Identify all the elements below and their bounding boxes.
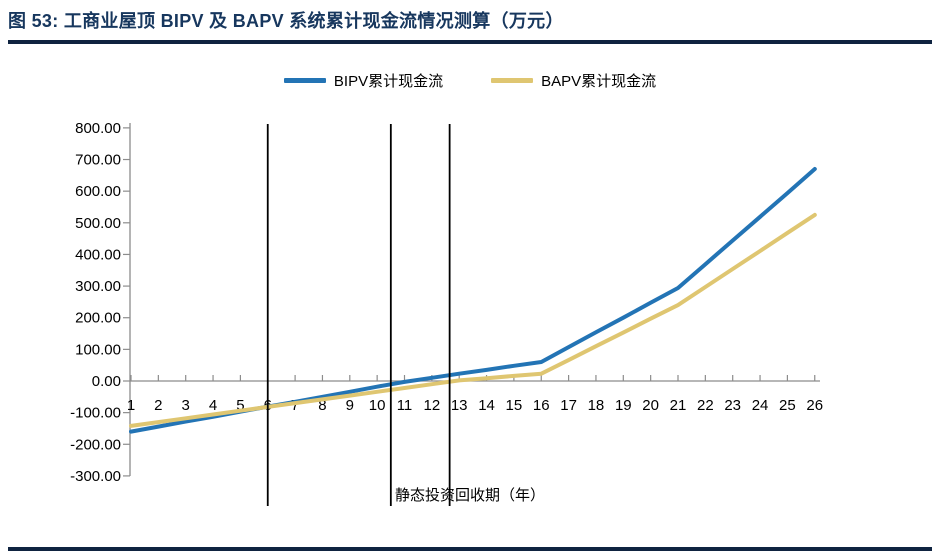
svg-text:22: 22: [697, 397, 714, 414]
svg-text:0.00: 0.00: [92, 373, 121, 390]
svg-text:23: 23: [724, 397, 741, 414]
series-bipv: [129, 167, 817, 434]
svg-text:18: 18: [588, 397, 605, 414]
chart-legend: BIPV累计现金流 BAPV累计现金流: [0, 70, 940, 91]
figure-title: 图 53: 工商业屋顶 BIPV 及 BAPV 系统累计现金流情况测算（万元）: [8, 11, 564, 31]
svg-text:24: 24: [752, 397, 769, 414]
payback-period-markers: [266, 124, 451, 506]
legend-label-bipv: BIPV累计现金流: [333, 73, 444, 90]
x-axis: 1234567891011121314151617181920212223242…: [127, 375, 823, 414]
legend-label-bapv: BAPV累计现金流: [541, 73, 657, 90]
bottom-rule: [8, 547, 932, 551]
svg-text:200.00: 200.00: [75, 310, 121, 327]
svg-text:15: 15: [506, 397, 523, 414]
svg-text:3: 3: [182, 397, 190, 414]
y-axis: 800.00 700.00 600.00 500.00 400.00 300.00 200.…: [70, 120, 131, 485]
svg-text:25: 25: [779, 397, 796, 414]
svg-text:100.00: 100.00: [75, 341, 121, 358]
svg-text:8: 8: [318, 397, 326, 414]
svg-text:11: 11: [397, 397, 413, 414]
legend-item-bapv: BAPV累计现金流: [491, 70, 656, 91]
svg-text:800.00: 800.00: [75, 120, 121, 137]
svg-text:400.00: 400.00: [75, 246, 121, 263]
svg-text:26: 26: [806, 397, 823, 414]
svg-text:16: 16: [533, 397, 550, 414]
svg-text:-100.00: -100.00: [70, 405, 121, 422]
legend-item-bipv: BIPV累计现金流: [283, 70, 444, 91]
x-axis-title: 静态投资回收期（年）: [394, 486, 545, 504]
svg-text:21: 21: [670, 397, 687, 414]
svg-text:14: 14: [478, 397, 495, 414]
svg-text:600.00: 600.00: [75, 183, 121, 200]
svg-text:5: 5: [236, 397, 244, 414]
bapv-line-swatch: [491, 78, 534, 83]
svg-text:-200.00: -200.00: [70, 436, 121, 453]
svg-text:7: 7: [291, 397, 299, 414]
svg-text:1: 1: [127, 397, 135, 414]
svg-text:17: 17: [560, 397, 577, 414]
series-bapv: [129, 212, 817, 428]
svg-text:20: 20: [642, 397, 659, 414]
svg-text:-300.00: -300.00: [70, 468, 121, 485]
svg-text:12: 12: [424, 397, 441, 414]
svg-text:300.00: 300.00: [75, 278, 121, 295]
svg-text:19: 19: [615, 397, 632, 414]
svg-text:2: 2: [154, 397, 162, 414]
bipv-line-swatch: [283, 78, 326, 83]
svg-text:9: 9: [346, 397, 354, 414]
svg-text:10: 10: [369, 397, 386, 414]
svg-text:700.00: 700.00: [75, 152, 121, 169]
svg-text:13: 13: [451, 397, 468, 414]
svg-text:500.00: 500.00: [75, 215, 121, 232]
title-underline-rule: [8, 40, 932, 44]
svg-text:4: 4: [209, 397, 217, 414]
